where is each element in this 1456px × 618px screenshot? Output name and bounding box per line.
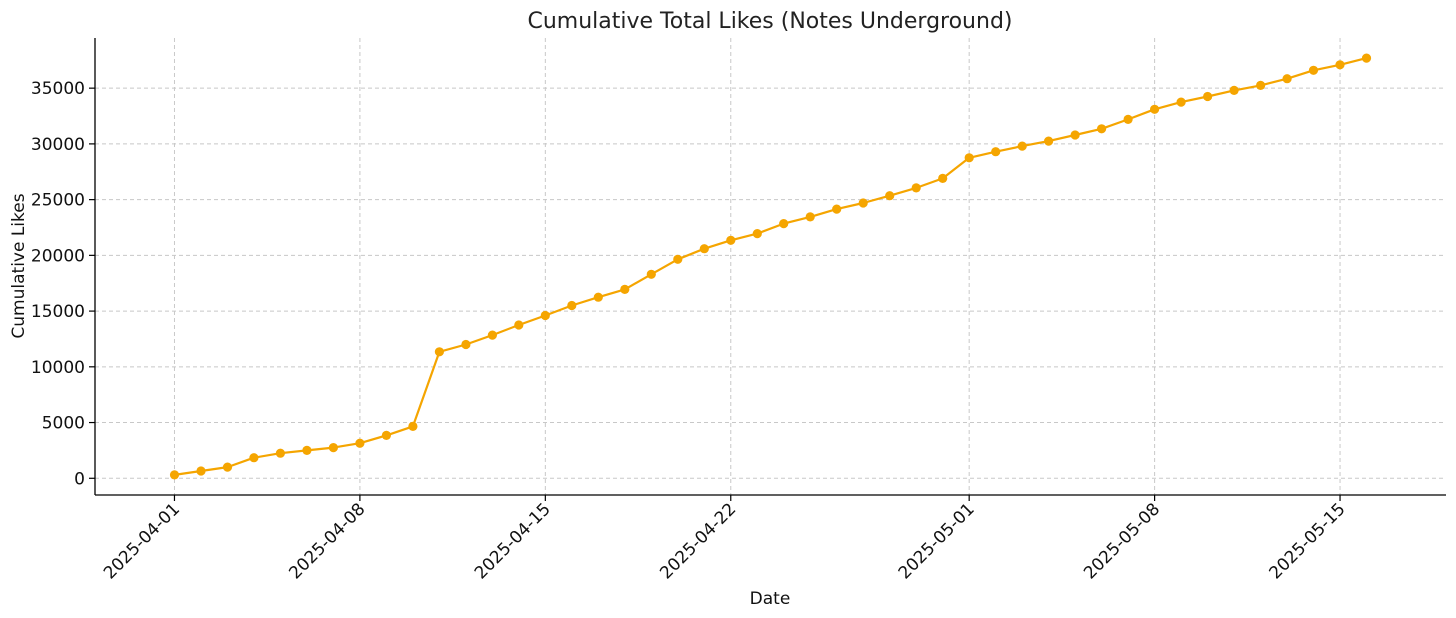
- data-point: [540, 310, 550, 321]
- data-point: [1282, 74, 1292, 84]
- data-point: [169, 470, 180, 480]
- data-point: [911, 183, 921, 193]
- data-point: [699, 244, 709, 254]
- y-tick-label: 10000: [31, 358, 85, 378]
- data-point: [328, 443, 338, 453]
- data-point: [1070, 130, 1080, 140]
- y-tick-label: 5000: [42, 414, 85, 434]
- y-tick-label: 15000: [31, 302, 85, 322]
- data-point: [1123, 114, 1133, 124]
- data-point: [885, 191, 895, 201]
- data-point: [434, 347, 444, 357]
- y-tick-label: 20000: [31, 246, 85, 266]
- x-tick-label: 2025-04-22: [656, 499, 740, 583]
- data-point: [1150, 104, 1160, 114]
- data-point: [832, 204, 842, 214]
- data-point: [1017, 141, 1027, 151]
- data-point: [249, 453, 259, 463]
- data-point: [302, 445, 312, 455]
- data-point: [461, 339, 471, 350]
- data-point: [1335, 60, 1345, 70]
- data-point: [673, 254, 683, 264]
- data-point: [1229, 85, 1239, 95]
- data-point: [275, 448, 285, 458]
- data-point: [938, 173, 948, 183]
- data-point: [196, 466, 206, 476]
- data-point: [1256, 80, 1266, 90]
- x-tick-label: 2025-05-01: [895, 499, 979, 583]
- data-point: [514, 320, 524, 330]
- data-point: [620, 284, 630, 294]
- data-point: [1203, 91, 1213, 102]
- data-point: [779, 219, 789, 229]
- data-point: [858, 198, 868, 208]
- data-point: [1097, 124, 1107, 134]
- y-axis-ticks: 0 5000 10000 15000 20000 25000 30000 35000: [31, 79, 95, 489]
- data-point: [487, 330, 497, 340]
- y-tick-label: 30000: [31, 135, 85, 155]
- data-point: [567, 300, 577, 311]
- data-point: [381, 430, 391, 440]
- data-point: [1044, 136, 1054, 146]
- x-axis-label: Date: [750, 589, 791, 609]
- series-likes: [169, 53, 1372, 480]
- x-tick-label: 2025-05-15: [1266, 499, 1350, 583]
- y-axis-label: Cumulative Likes: [9, 193, 29, 338]
- data-point: [408, 421, 418, 431]
- series-line: [174, 57, 1367, 476]
- data-point: [805, 212, 815, 222]
- y-tick-label: 25000: [31, 191, 85, 211]
- x-tick-label: 2025-05-08: [1080, 499, 1164, 583]
- data-point: [1361, 53, 1372, 63]
- data-point: [726, 235, 736, 245]
- y-tick-label: 0: [74, 469, 85, 489]
- data-point: [991, 147, 1001, 157]
- data-point: [355, 438, 365, 448]
- data-point: [222, 462, 233, 472]
- x-tick-label: 2025-04-08: [285, 499, 369, 583]
- x-tick-label: 2025-04-01: [100, 499, 184, 583]
- data-point: [646, 269, 656, 279]
- x-axis-ticks: 2025-04-01 2025-04-08 2025-04-15 2025-04-22…: [100, 495, 1350, 583]
- data-point: [964, 153, 974, 163]
- data-point: [1308, 65, 1319, 75]
- data-point: [752, 229, 762, 239]
- y-tick-label: 35000: [31, 79, 85, 99]
- grid: [95, 38, 1446, 495]
- data-point: [593, 292, 603, 302]
- data-point: [1176, 97, 1186, 107]
- x-tick-label: 2025-04-15: [471, 499, 555, 583]
- chart-title: Cumulative Total Likes (Notes Undergroun…: [528, 9, 1013, 34]
